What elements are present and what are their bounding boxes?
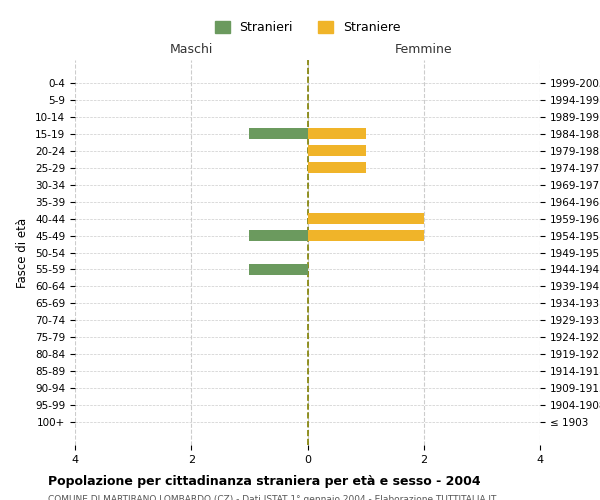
Bar xyxy=(308,146,365,156)
Bar xyxy=(250,230,308,240)
Y-axis label: Fasce di età: Fasce di età xyxy=(16,218,29,288)
Bar xyxy=(250,264,308,274)
Bar xyxy=(308,128,365,138)
Text: Popolazione per cittadinanza straniera per età e sesso - 2004: Popolazione per cittadinanza straniera p… xyxy=(48,475,481,488)
Legend: Stranieri, Straniere: Stranieri, Straniere xyxy=(209,16,406,39)
Bar xyxy=(308,230,424,240)
Text: Femmine: Femmine xyxy=(395,43,452,56)
Bar xyxy=(308,214,424,224)
Text: COMUNE DI MARTIRANO LOMBARDO (CZ) - Dati ISTAT 1° gennaio 2004 - Elaborazione TU: COMUNE DI MARTIRANO LOMBARDO (CZ) - Dati… xyxy=(48,495,496,500)
Bar xyxy=(308,162,365,172)
Text: Maschi: Maschi xyxy=(170,43,213,56)
Bar xyxy=(250,128,308,138)
